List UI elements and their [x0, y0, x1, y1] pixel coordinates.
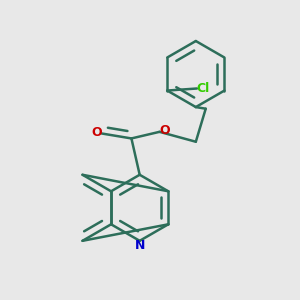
Text: N: N [135, 239, 146, 252]
Text: O: O [92, 126, 103, 139]
Text: Cl: Cl [196, 82, 210, 95]
Text: O: O [159, 124, 170, 137]
